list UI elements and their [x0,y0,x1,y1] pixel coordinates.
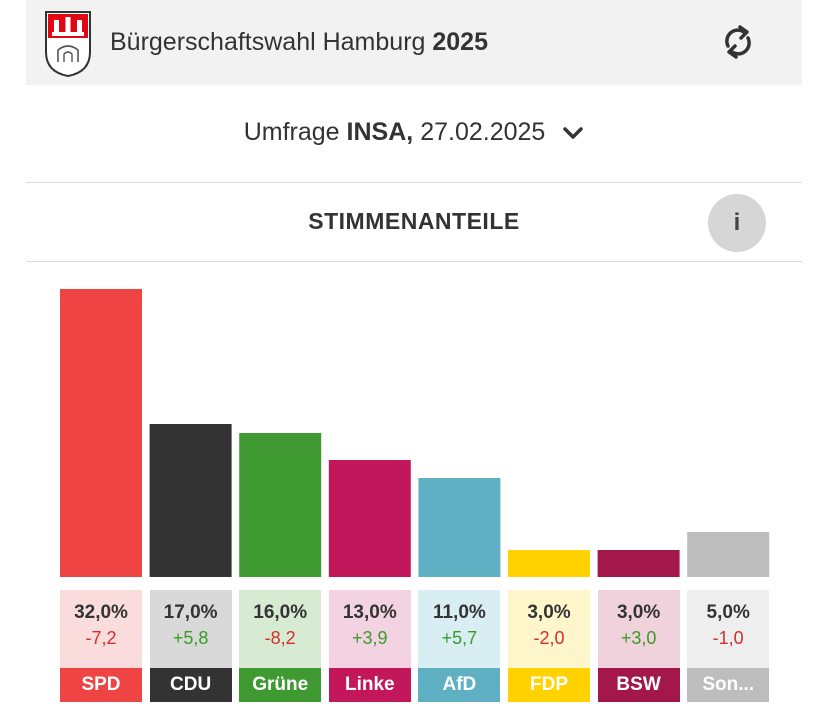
bar-6 [597,550,680,577]
party-card[interactable]: 11,0% +5,7 AfD [418,590,501,702]
value-label: 32,0% [74,602,128,623]
party-card[interactable]: 3,0% -2,0 FDP [508,590,590,702]
party-name-label: Son... [687,668,770,702]
party-card-values: 32,0% -7,2 [60,590,142,668]
party-card-values: 16,0% -8,2 [239,590,322,668]
party-name-label: BSW [597,668,680,702]
divider-top [26,182,802,183]
bar-5 [508,550,590,577]
change-label: +5,7 [441,628,478,648]
party-card[interactable]: 32,0% -7,2 SPD [60,590,142,702]
value-label: 16,0% [253,602,308,623]
party-name-label: Grüne [239,668,322,702]
bar-7 [687,532,770,577]
party-card-values: 13,0% +3,9 [328,590,411,668]
party-name-label: FDP [508,668,590,702]
app-header: Bürgerschaftswahl Hamburg 2025 [26,0,802,85]
change-label: +3,0 [620,628,657,648]
survey-date: 27.02.2025 [420,118,546,146]
bar-4 [418,478,501,577]
section-title: STIMMENANTEILE [308,208,520,234]
survey-prefix: Umfrage [243,118,340,146]
change-label: -8,2 [264,628,296,648]
bar-3 [328,460,411,577]
party-card[interactable]: 16,0% -8,2 Grüne [239,590,322,702]
divider-bottom [26,261,802,262]
chevron-down-icon [563,127,584,140]
bar-2 [239,433,322,577]
party-name-label: SPD [60,668,142,702]
survey-institute: INSA, [346,118,414,146]
bar-0 [60,289,142,577]
change-label: +5,8 [172,628,209,648]
refresh-icon[interactable] [716,20,760,64]
change-label: -7,2 [85,628,117,648]
bar-1 [149,424,232,577]
party-card[interactable]: 5,0% -1,0 Son... [687,590,770,702]
party-name-label: CDU [149,668,232,702]
change-label: +3,9 [352,628,388,648]
hamburg-crest-icon [45,11,91,78]
party-card-values: 3,0% +3,0 [597,590,680,668]
party-card-values: 3,0% -2,0 [508,590,590,668]
change-label: -2,0 [533,628,565,648]
party-name-label: Linke [328,668,411,702]
value-label: 5,0% [706,602,750,623]
party-name-label: AfD [418,668,501,702]
value-label: 13,0% [342,602,397,623]
party-card-values: 17,0% +5,8 [149,590,232,668]
change-label: -1,0 [712,628,744,648]
info-button[interactable]: i [708,194,766,252]
title-prefix: Bürgerschaftswahl Hamburg [110,28,426,56]
page-title: Bürgerschaftswahl Hamburg 2025 [110,28,488,57]
party-card[interactable]: 13,0% +3,9 Linke [328,590,411,702]
value-label: 11,0% [432,602,486,623]
title-year: 2025 [432,28,488,56]
value-label: 3,0% [616,602,661,623]
survey-selector[interactable]: Umfrage INSA, 27.02.2025 [0,118,828,147]
value-label: 17,0% [163,602,218,623]
party-card-values: 5,0% -1,0 [687,590,770,668]
party-card[interactable]: 3,0% +3,0 BSW [597,590,680,702]
party-card-values: 11,0% +5,7 [418,590,501,668]
party-card[interactable]: 17,0% +5,8 CDU [149,590,232,702]
value-label: 3,0% [527,602,571,623]
